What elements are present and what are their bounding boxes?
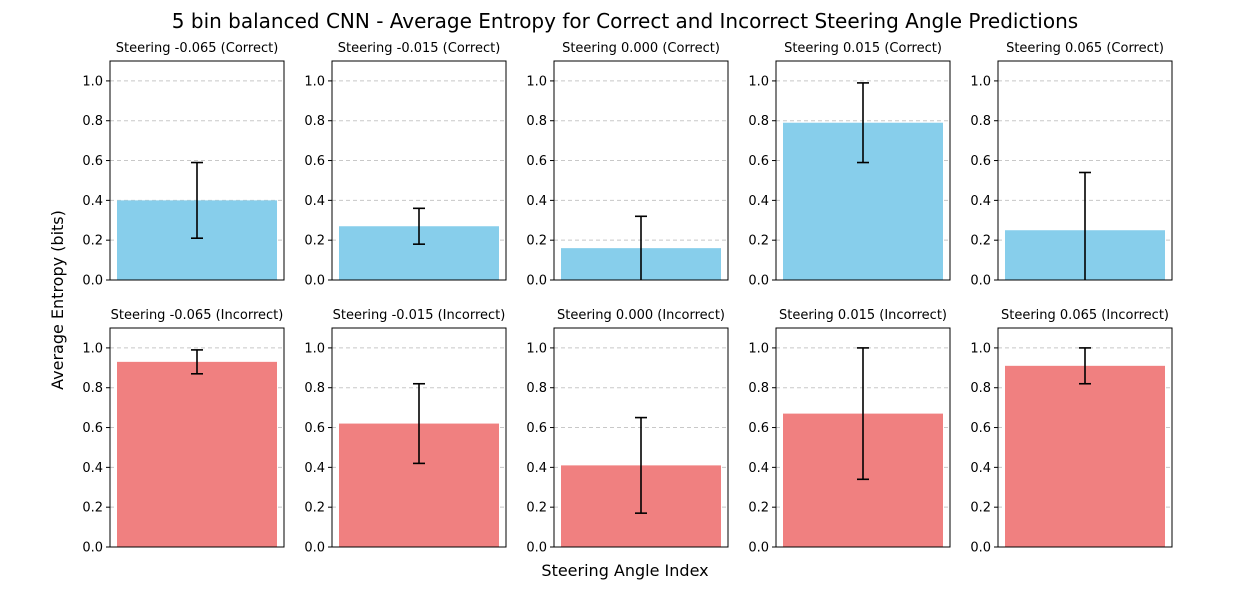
y-tick-label: 0.6 [970,154,991,169]
subplot-title: Steering 0.065 (Incorrect) [1001,308,1169,323]
y-tick-label: 1.0 [748,341,769,356]
bar [117,361,277,547]
y-tick-label: 0.8 [748,381,769,396]
y-tick-label: 0.2 [970,501,991,516]
y-tick-label: 0.6 [304,421,325,436]
subplot-title: Steering 0.065 (Correct) [1006,41,1164,56]
y-tick-label: 0.4 [526,194,547,209]
x-axis-label: Steering Angle Index [541,561,708,580]
y-tick-label: 0.4 [970,461,991,476]
subplot-title: Steering -0.015 (Incorrect) [333,308,506,323]
axes-frame [109,327,285,548]
subplot-6: 0.0 0.2 0.4 0.6 0.8 1.0 Steering -0.065 (Incor… [82,308,285,556]
y-tick-label: 0.6 [82,154,103,169]
subplot-title: Steering -0.015 (Correct) [338,41,501,56]
figure-title: 5 bin balanced CNN - Average Entropy for… [172,9,1078,33]
y-tick-label: 0.2 [748,234,769,249]
y-tick-label: 0.4 [748,461,769,476]
y-tick-label: 0.4 [748,194,769,209]
y-tick-label: 0.6 [82,421,103,436]
axes-frame [331,60,507,281]
subplot-8: 0.0 0.2 0.4 0.6 0.8 1.0 Steering 0.000 (Incorr… [526,308,729,556]
y-tick-label: 0.2 [526,234,547,249]
y-tick-label: 0.0 [304,541,325,556]
y-tick-label: 0.6 [304,154,325,169]
subplot-7: 0.0 0.2 0.4 0.6 0.8 1.0 Steering -0.015 (Incor… [304,308,507,556]
y-tick-label: 0.0 [526,541,547,556]
y-tick-label: 0.2 [82,501,103,516]
y-tick-label: 1.0 [970,341,991,356]
y-tick-label: 0.2 [82,234,103,249]
y-tick-label: 0.4 [970,194,991,209]
y-tick-label: 1.0 [526,341,547,356]
y-tick-label: 0.8 [970,381,991,396]
axes-frame [331,327,507,548]
y-tick-label: 0.8 [748,114,769,129]
y-tick-label: 1.0 [304,74,325,89]
y-tick-label: 0.0 [748,274,769,289]
y-tick-label: 1.0 [970,74,991,89]
y-tick-label: 0.8 [970,114,991,129]
bar [1005,365,1165,547]
axes-frame [997,60,1173,281]
axes-frame [553,327,729,548]
subplot-grid: 0.0 0.2 0.4 0.6 0.8 1.0 Steering -0.065 (Corre… [82,41,1173,556]
subplot-3: 0.0 0.2 0.4 0.6 0.8 1.0 Steering 0.000 (Correc… [526,41,729,289]
subplot-title: Steering 0.000 (Incorrect) [557,308,725,323]
subplot-title: Steering 0.015 (Incorrect) [779,308,947,323]
y-axis-label: Average Entropy (bits) [48,210,67,390]
y-tick-label: 0.4 [82,461,103,476]
subplot-5: 0.0 0.2 0.4 0.6 0.8 1.0 Steering 0.065 (Correc… [970,41,1173,289]
subplot-4: 0.0 0.2 0.4 0.6 0.8 1.0 Steering 0.015 (Correc… [748,41,951,289]
axes-frame [775,60,951,281]
y-tick-label: 0.8 [82,114,103,129]
axes-frame [775,327,951,548]
subplot-title: Steering -0.065 (Incorrect) [111,308,284,323]
y-tick-label: 0.2 [526,501,547,516]
axes-frame [109,60,285,281]
y-tick-label: 0.4 [526,461,547,476]
y-tick-label: 1.0 [82,74,103,89]
y-tick-label: 0.2 [304,501,325,516]
subplot-title: Steering -0.065 (Correct) [116,41,279,56]
y-tick-label: 0.6 [748,421,769,436]
y-tick-label: 1.0 [526,74,547,89]
y-tick-label: 0.4 [82,194,103,209]
y-tick-label: 0.6 [970,421,991,436]
y-tick-label: 0.2 [748,501,769,516]
y-tick-label: 1.0 [304,341,325,356]
y-tick-label: 0.0 [82,541,103,556]
subplot-9: 0.0 0.2 0.4 0.6 0.8 1.0 Steering 0.015 (Incorr… [748,308,951,556]
y-tick-label: 0.2 [304,234,325,249]
y-tick-label: 0.0 [970,274,991,289]
y-tick-label: 0.8 [526,114,547,129]
axes-frame [997,327,1173,548]
y-tick-label: 1.0 [748,74,769,89]
subplot-title: Steering 0.015 (Correct) [784,41,942,56]
y-tick-label: 0.6 [526,421,547,436]
y-tick-label: 0.8 [304,114,325,129]
y-tick-label: 0.4 [304,194,325,209]
y-tick-label: 0.0 [526,274,547,289]
subplot-2: 0.0 0.2 0.4 0.6 0.8 1.0 Steering -0.015 (Corre… [304,41,507,289]
y-tick-label: 0.6 [526,154,547,169]
subplot-10: 0.0 0.2 0.4 0.6 0.8 1.0 Steering 0.065 (Incorr… [970,308,1173,556]
subplot-1: 0.0 0.2 0.4 0.6 0.8 1.0 Steering -0.065 (Corre… [82,41,285,289]
y-tick-label: 0.2 [970,234,991,249]
y-tick-label: 0.0 [304,274,325,289]
y-tick-label: 0.6 [748,154,769,169]
axes-frame [553,60,729,281]
y-tick-label: 0.8 [526,381,547,396]
y-tick-label: 0.0 [970,541,991,556]
y-tick-label: 0.0 [82,274,103,289]
y-tick-label: 0.8 [304,381,325,396]
y-tick-label: 0.8 [82,381,103,396]
y-tick-label: 0.4 [304,461,325,476]
subplot-title: Steering 0.000 (Correct) [562,41,720,56]
y-tick-label: 0.0 [748,541,769,556]
y-tick-label: 1.0 [82,341,103,356]
